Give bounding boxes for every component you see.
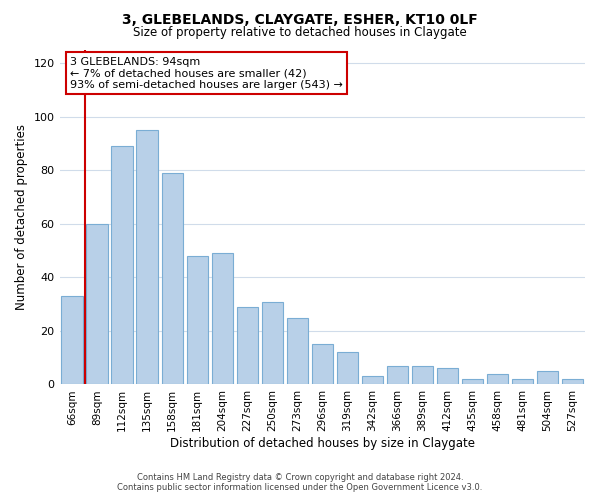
Y-axis label: Number of detached properties: Number of detached properties (15, 124, 28, 310)
Bar (337, 352, 358, 384)
Bar (262, 302, 283, 384)
Bar (287, 318, 308, 384)
Bar (562, 379, 583, 384)
X-axis label: Distribution of detached houses by size in Claygate: Distribution of detached houses by size … (170, 437, 475, 450)
Text: Size of property relative to detached houses in Claygate: Size of property relative to detached ho… (133, 26, 467, 39)
Text: 3, GLEBELANDS, CLAYGATE, ESHER, KT10 0LF: 3, GLEBELANDS, CLAYGATE, ESHER, KT10 0LF (122, 12, 478, 26)
Bar (462, 379, 483, 384)
Bar (212, 254, 233, 384)
Bar (437, 368, 458, 384)
Text: 3 GLEBELANDS: 94sqm
← 7% of detached houses are smaller (42)
93% of semi-detache: 3 GLEBELANDS: 94sqm ← 7% of detached hou… (70, 56, 343, 90)
Bar (86, 224, 108, 384)
Bar (537, 371, 558, 384)
Bar (311, 344, 333, 385)
Text: Contains HM Land Registry data © Crown copyright and database right 2024.
Contai: Contains HM Land Registry data © Crown c… (118, 473, 482, 492)
Bar (236, 307, 258, 384)
Bar (512, 379, 533, 384)
Bar (362, 376, 383, 384)
Bar (412, 366, 433, 384)
Bar (187, 256, 208, 384)
Bar (61, 296, 83, 384)
Bar (136, 130, 158, 384)
Bar (487, 374, 508, 384)
Bar (387, 366, 408, 384)
Bar (112, 146, 133, 384)
Bar (161, 173, 183, 384)
